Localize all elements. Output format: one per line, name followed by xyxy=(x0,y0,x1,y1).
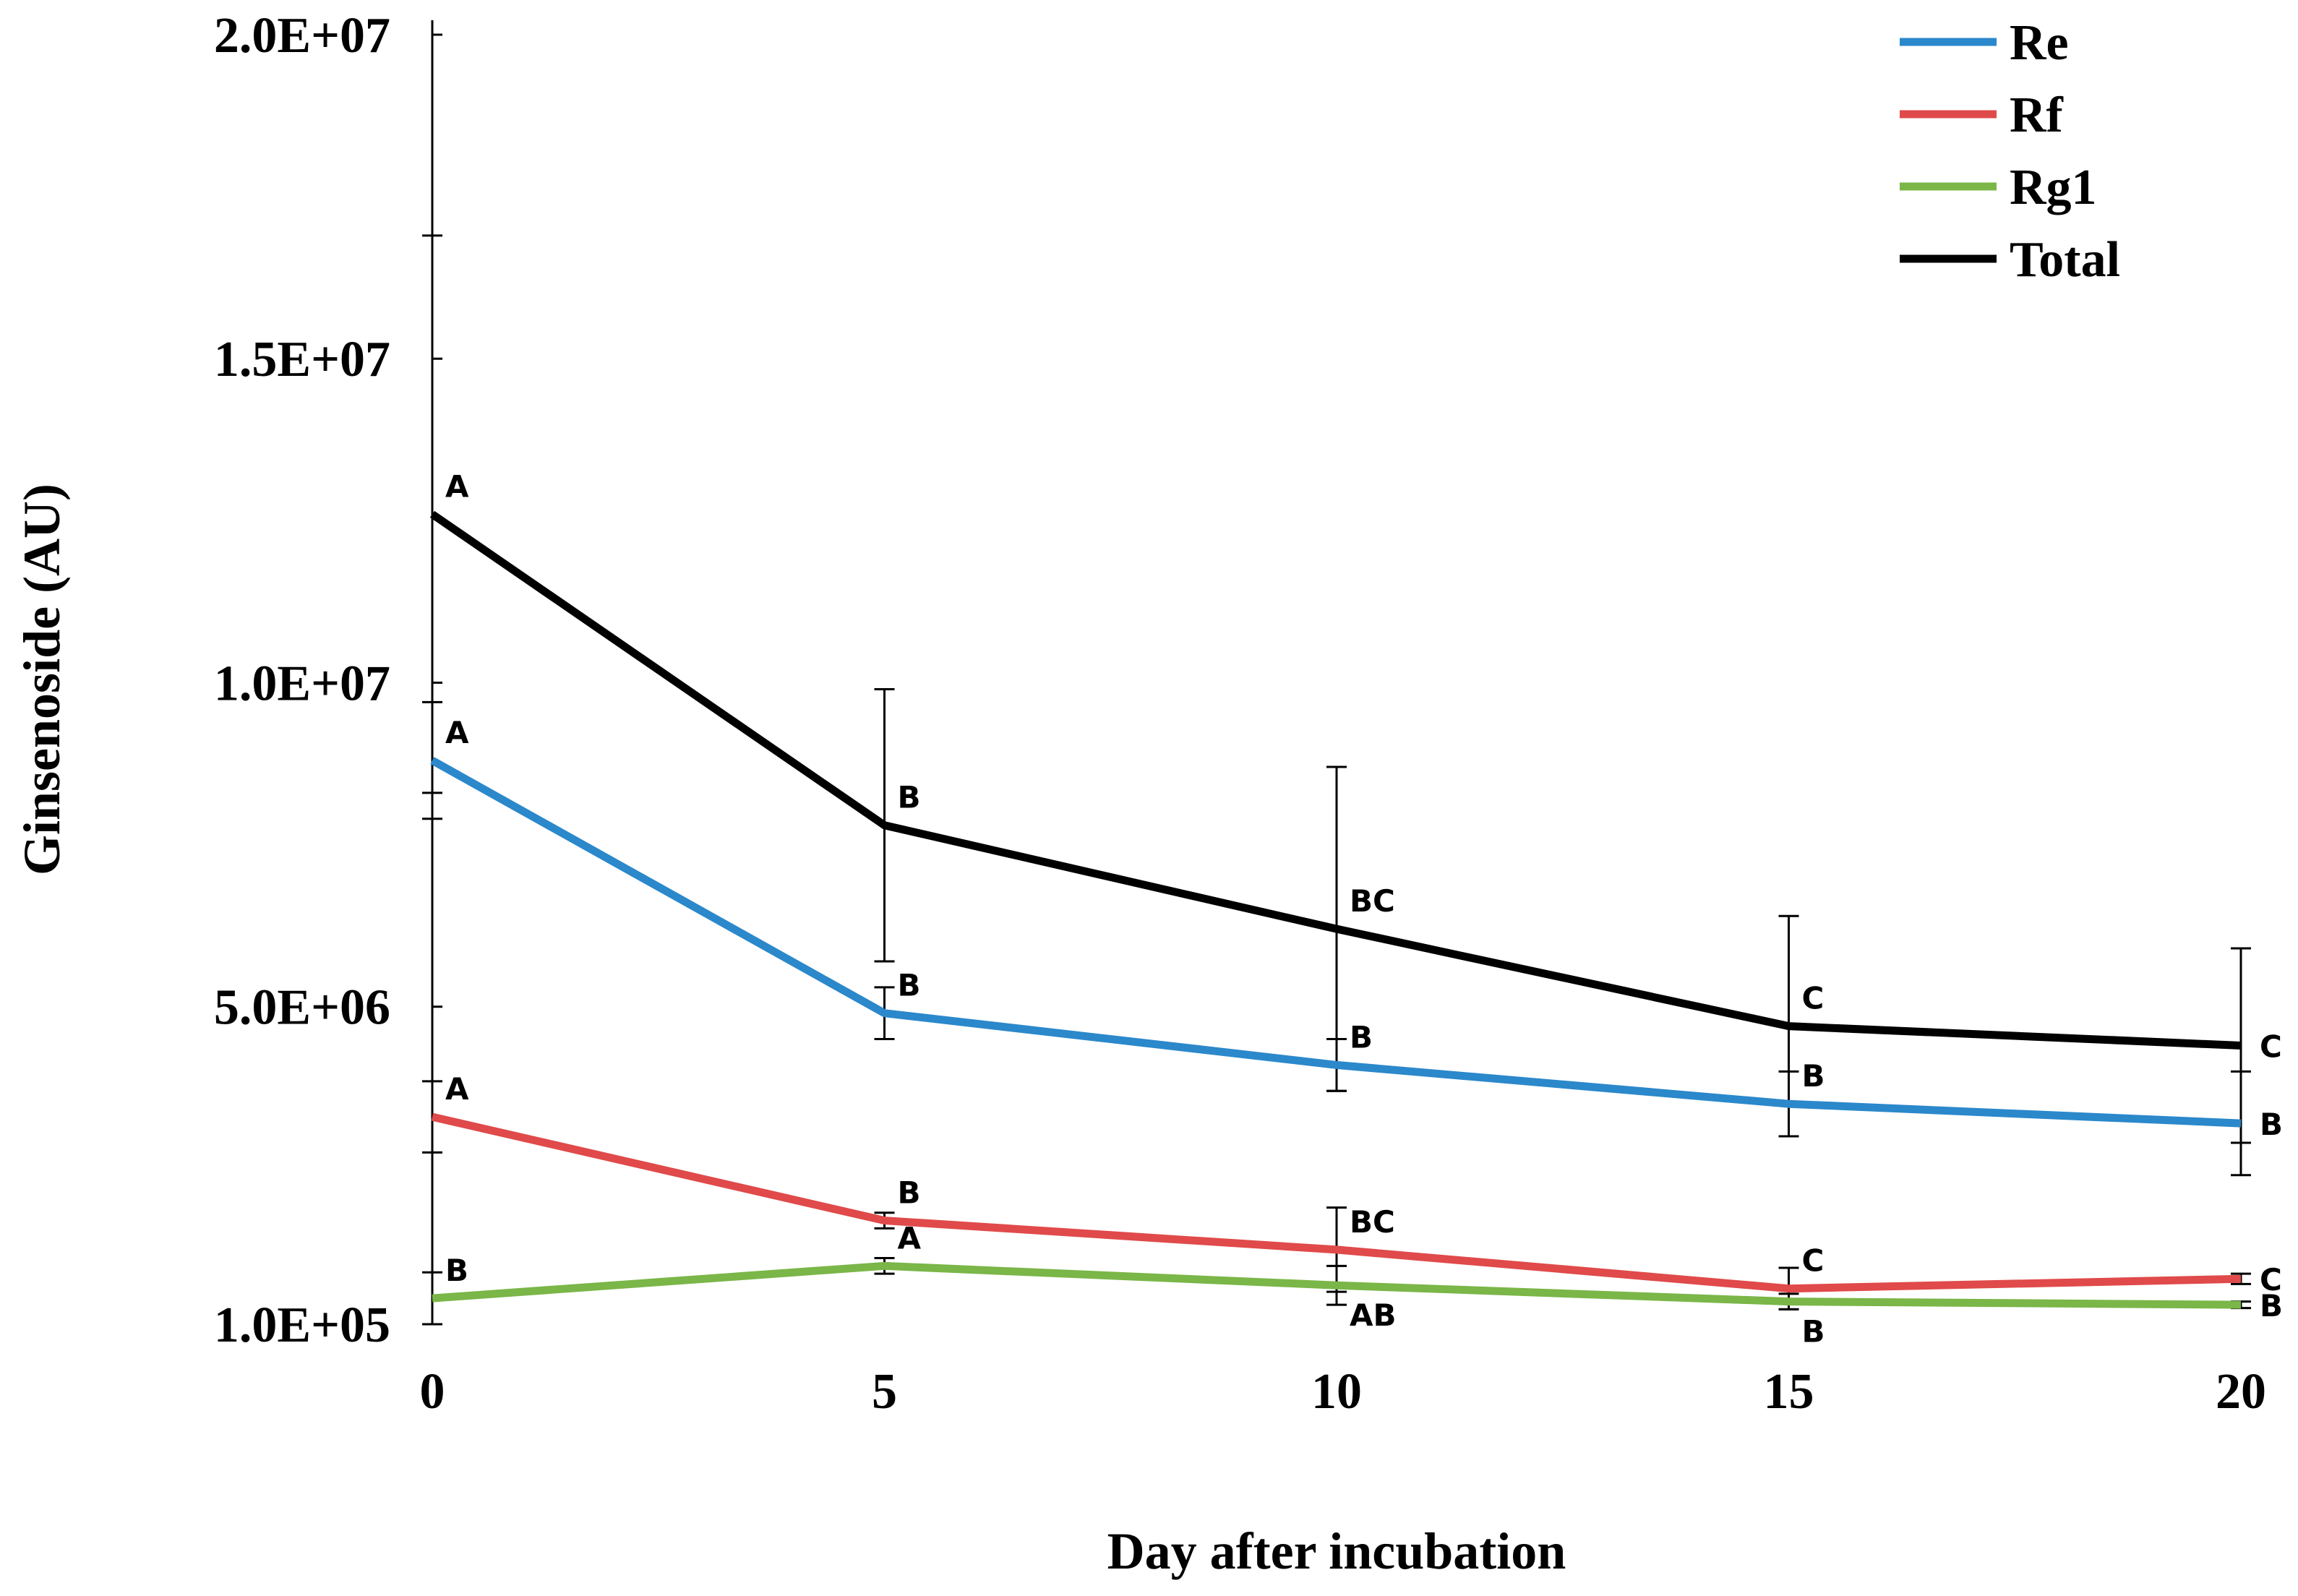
y-tick-label: 1.0E+07 xyxy=(214,656,390,711)
significance-label: B xyxy=(1802,1314,1825,1350)
legend: Re Rf Rg1 Total xyxy=(1900,15,2120,288)
significance-label: C xyxy=(1802,1243,1825,1279)
y-tick-label: 2.0E+07 xyxy=(214,8,390,64)
x-tick-label: 15 xyxy=(1764,1364,1814,1420)
x-tick-label: 10 xyxy=(1311,1364,1362,1420)
y-axis-title: Ginsenoside (AU) xyxy=(13,484,71,875)
ticks: 1.0E+05 5.0E+06 1.0E+07 1.5E+07 2.0E+07 0 5 10 1… xyxy=(214,8,2266,1420)
x-axis-title: Day after incubation xyxy=(1107,1522,1566,1580)
legend-label-total: Total xyxy=(2010,232,2120,288)
series-line-rg1 xyxy=(432,1261,2242,1309)
significance-label: BC xyxy=(1350,883,1395,919)
significance-label: AB xyxy=(1350,1297,1397,1333)
significance-label: B xyxy=(445,1253,468,1288)
axes: Ginsenoside (AU) Day after incubation xyxy=(13,20,1566,1580)
significance-label: B xyxy=(898,968,921,1003)
significance-label: B xyxy=(898,1175,921,1211)
significance-label: B xyxy=(2260,1107,2283,1142)
series-line-total xyxy=(429,510,2242,1050)
significance-label: B xyxy=(1802,1058,1825,1094)
significance-label: BC xyxy=(1350,1204,1395,1240)
legend-label-rg1: Rg1 xyxy=(2010,160,2097,215)
error-bars xyxy=(422,234,2251,1326)
y-tick-label: 1.5E+07 xyxy=(214,332,390,387)
x-tick-label: 5 xyxy=(872,1364,897,1420)
significance-label: A xyxy=(445,1071,469,1107)
series-line-re xyxy=(430,757,2242,1128)
significance-label: C xyxy=(2260,1029,2282,1065)
significance-label: A xyxy=(898,1220,922,1256)
significance-label: C xyxy=(2260,1262,2282,1297)
series-lines xyxy=(429,510,2242,1309)
x-tick-label: 20 xyxy=(2216,1364,2266,1420)
y-tick-label: 1.0E+05 xyxy=(214,1297,390,1353)
significance-label: B xyxy=(898,780,921,815)
significance-label: C xyxy=(1802,981,1825,1016)
x-tick-label: 0 xyxy=(420,1364,445,1420)
significance-label: B xyxy=(2260,1288,2283,1323)
legend-label-re: Re xyxy=(2010,15,2069,71)
series-line-rf xyxy=(431,1112,2242,1293)
significance-label: B xyxy=(1350,1019,1373,1055)
significance-label: A xyxy=(445,468,469,504)
legend-label-rf: Rf xyxy=(2010,87,2064,143)
significance-label: A xyxy=(445,715,469,750)
y-tick-label: 5.0E+06 xyxy=(214,980,390,1036)
